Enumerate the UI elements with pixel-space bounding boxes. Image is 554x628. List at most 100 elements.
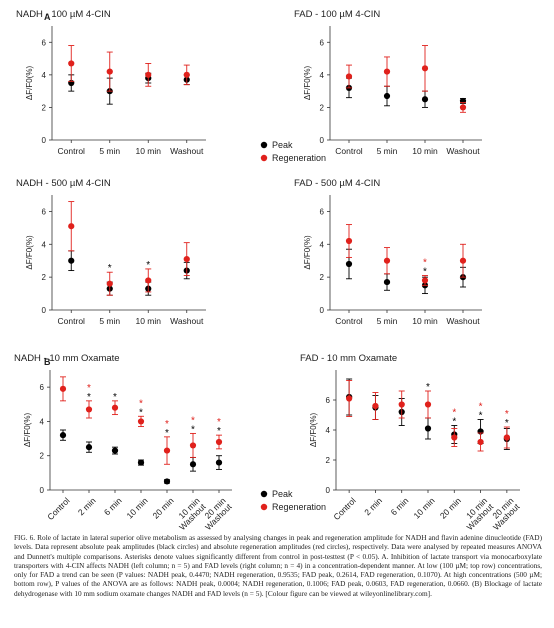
figure-canvas: A B Peak Regeneration Peak Regeneration …	[14, 9, 522, 530]
y-tick-label: 0	[42, 136, 47, 145]
legend-bottom-peak-marker	[260, 490, 268, 498]
legend-bottom-regeneration-marker	[260, 503, 268, 511]
section-b-label: B	[44, 357, 51, 367]
x-tick-label: Washout	[446, 146, 480, 156]
x-tick-label: Control	[58, 316, 86, 326]
x-tick-label: Control	[335, 316, 363, 326]
significance-star: *	[217, 426, 221, 437]
x-tick-label: Control	[45, 495, 72, 522]
legend-top: Peak Regeneration	[260, 140, 326, 163]
peak-point	[189, 461, 197, 468]
regeneration-point	[459, 104, 467, 111]
y-tick-label: 2	[326, 456, 331, 465]
regeneration-point	[372, 402, 379, 410]
chart-fad500: FAD - 500 µM 4-CIN 0 2 4 6 ΔF/F0(%) Control 5 m…	[294, 178, 482, 326]
x-tick-label: 10 min	[135, 146, 161, 156]
legend-top-regeneration-marker	[260, 154, 268, 162]
regeneration-point	[345, 237, 353, 245]
y-tick-label: 2	[320, 103, 325, 112]
regeneration-point	[68, 223, 75, 230]
peak-point	[163, 478, 171, 485]
x-tick-label: 10 min	[125, 495, 150, 520]
significance-star: *	[423, 258, 427, 269]
x-tick-label: 10 min	[412, 146, 438, 156]
regeneration-point	[383, 257, 391, 264]
y-tick-label: 6	[320, 207, 325, 216]
significance-star: *	[191, 424, 195, 435]
y-tick-label: 4	[42, 240, 47, 249]
significance-star: *	[423, 267, 427, 278]
x-tick-label: Control	[335, 146, 363, 156]
y-axis-label: ΔF/F0(%)	[303, 66, 312, 101]
regeneration-point	[106, 280, 113, 287]
x-tick-label: 5 min	[377, 146, 398, 156]
significance-star: *	[165, 419, 169, 430]
regeneration-point	[163, 447, 171, 454]
legend-bottom-peak-label: Peak	[272, 489, 293, 499]
y-tick-label: 0	[42, 306, 47, 315]
x-tick-label: 6 min	[389, 495, 411, 517]
x-tick-label-line: 6 min	[102, 495, 124, 517]
significance-star: *	[426, 382, 430, 393]
chart-title: NADH - 10 mm Oxamate	[14, 353, 120, 364]
y-tick-label: 2	[42, 273, 47, 282]
legend-top-regeneration-label: Regeneration	[272, 153, 326, 163]
y-axis-label: ΔF/F0(%)	[23, 413, 32, 448]
x-tick-label: 2 min	[76, 495, 98, 517]
regeneration-point	[346, 395, 353, 402]
x-tick-label: Washout	[170, 316, 204, 326]
regeneration-point	[345, 73, 353, 80]
peak-point	[345, 260, 353, 268]
chart-title: NADH - 100 µM 4-CIN	[16, 9, 111, 20]
significance-star: *	[146, 260, 150, 271]
significance-star: *	[108, 263, 112, 274]
x-tick-label-line: 6 min	[389, 495, 411, 517]
x-tick-label-line: 20 min	[438, 495, 463, 520]
significance-star: *	[139, 407, 143, 418]
regeneration-point	[421, 65, 429, 72]
x-tick-label-line: 2 min	[362, 495, 384, 517]
y-tick-label: 6	[42, 38, 47, 47]
regeneration-point	[68, 60, 75, 67]
y-tick-label: 0	[40, 486, 45, 495]
legend-bottom: Peak Regeneration	[260, 489, 326, 512]
regeneration-point	[183, 255, 190, 263]
significance-star: *	[165, 428, 169, 439]
peak-point	[424, 425, 432, 432]
x-tick-label: 5 min	[99, 146, 120, 156]
regeneration-point	[477, 438, 484, 446]
significance-star: *	[479, 411, 483, 422]
chart-fad100: FAD - 100 µM 4-CIN 0 2 4 6 ΔF/F0(%) Control 5 m…	[294, 9, 482, 156]
y-tick-label: 6	[42, 207, 47, 216]
peak-point	[111, 447, 119, 454]
regeneration-point	[85, 406, 93, 413]
y-tick-label: 4	[326, 426, 331, 435]
x-tick-label: 20 min	[438, 495, 463, 520]
significance-star: *	[87, 383, 91, 394]
x-tick-label-line: 20 min	[151, 495, 176, 520]
peak-point	[383, 92, 391, 100]
y-axis-label: ΔF/F0(%)	[25, 66, 34, 101]
x-tick-label: 20 min	[151, 495, 176, 520]
chart-nadh500: NADH - 500 µM 4-CIN 0 2 4 6 ΔF/F0(%) Control 5 …	[16, 178, 206, 326]
significance-star: *	[452, 417, 456, 428]
peak-point	[85, 444, 93, 451]
peak-point	[137, 459, 145, 466]
significance-star: *	[505, 418, 509, 429]
legend-top-peak-marker	[260, 141, 268, 149]
x-tick-label: Washout	[446, 316, 480, 326]
peak-point	[421, 96, 429, 103]
regeneration-point	[451, 434, 458, 441]
y-tick-label: 4	[320, 71, 325, 80]
peak-point	[59, 432, 67, 439]
regeneration-point	[137, 418, 145, 425]
y-tick-label: 0	[326, 486, 331, 495]
significance-star: *	[217, 417, 221, 428]
x-tick-label: Washout	[170, 146, 204, 156]
x-tick-label: Control	[331, 495, 358, 522]
regeneration-point	[215, 438, 223, 446]
significance-star: *	[191, 415, 195, 426]
x-tick-label-line: 10 min	[412, 495, 437, 520]
x-tick-label: 20 minWashout	[197, 495, 234, 530]
y-tick-label: 6	[320, 38, 325, 47]
